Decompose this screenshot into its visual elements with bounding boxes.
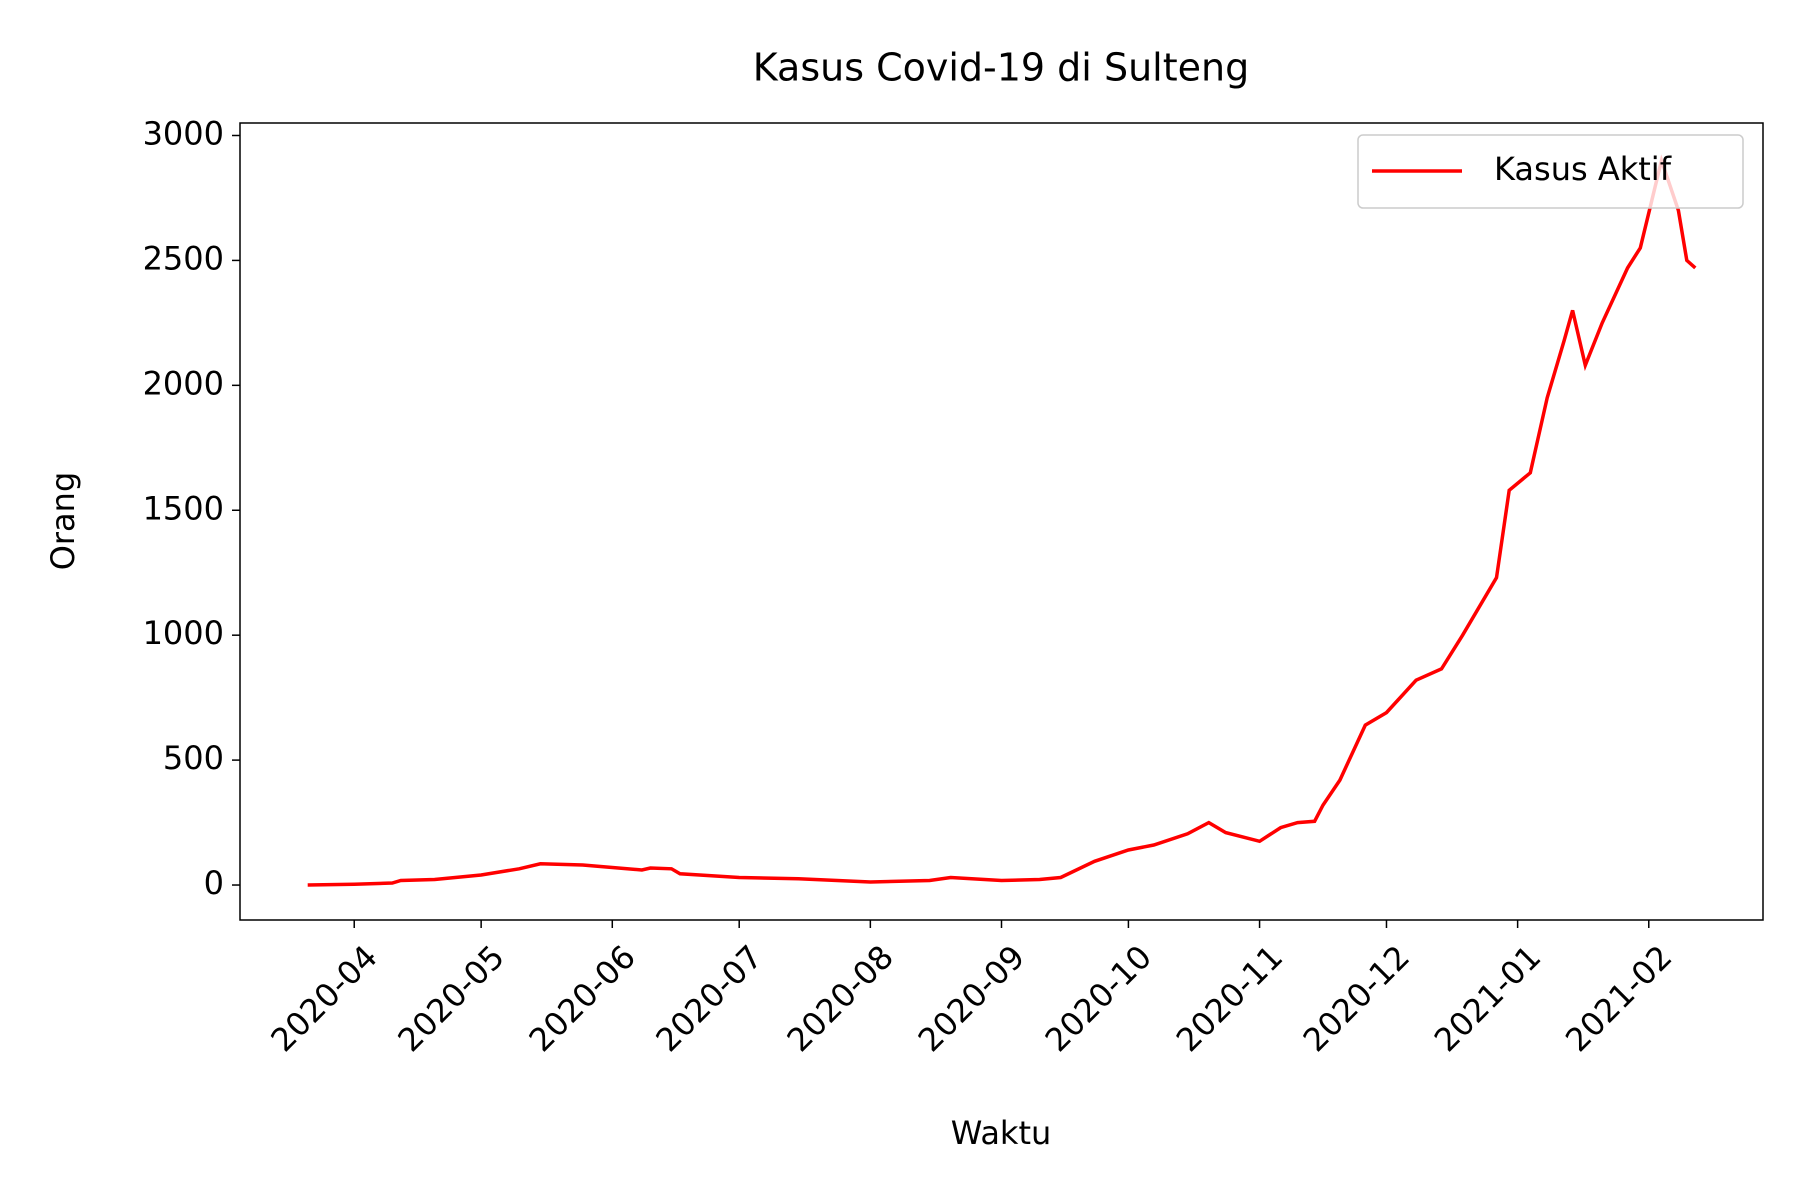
y-tick-label: 500 [163, 739, 224, 777]
y-axis-label: Orang [44, 472, 82, 571]
x-tick-label: 2021-01 [1427, 938, 1548, 1059]
x-tick-label: 2020-12 [1296, 938, 1417, 1059]
y-tick-label: 1000 [143, 614, 224, 652]
x-tick-label: 2020-10 [1038, 938, 1159, 1059]
legend-box [1357, 134, 1744, 209]
y-tick-label: 1500 [143, 489, 224, 527]
y-tick-label: 3000 [143, 114, 224, 152]
x-tick-label: 2020-06 [522, 938, 643, 1059]
x-tick-label: 2021-02 [1558, 938, 1679, 1059]
legend-label: Kasus Aktif [1494, 150, 1672, 188]
y-tick-label: 0 [204, 864, 224, 902]
y-tick-label: 2000 [143, 364, 224, 402]
x-tick-label: 2020-04 [263, 938, 384, 1059]
plot-frame [239, 122, 1764, 921]
x-tick-label: 2020-11 [1169, 938, 1290, 1059]
x-tick-label: 2020-09 [911, 938, 1032, 1059]
x-axis-label: Waktu [951, 1114, 1052, 1152]
x-tick-label: 2020-05 [390, 938, 511, 1059]
y-tick-label: 2500 [143, 239, 224, 277]
x-tick-label: 2020-07 [648, 938, 769, 1059]
x-tick-label: 2020-08 [780, 938, 901, 1059]
data-line [307, 154, 1697, 887]
chart-title: Kasus Covid-19 di Sulteng [753, 46, 1249, 90]
